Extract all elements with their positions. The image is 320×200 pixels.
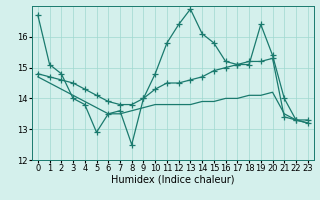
X-axis label: Humidex (Indice chaleur): Humidex (Indice chaleur) bbox=[111, 175, 235, 185]
